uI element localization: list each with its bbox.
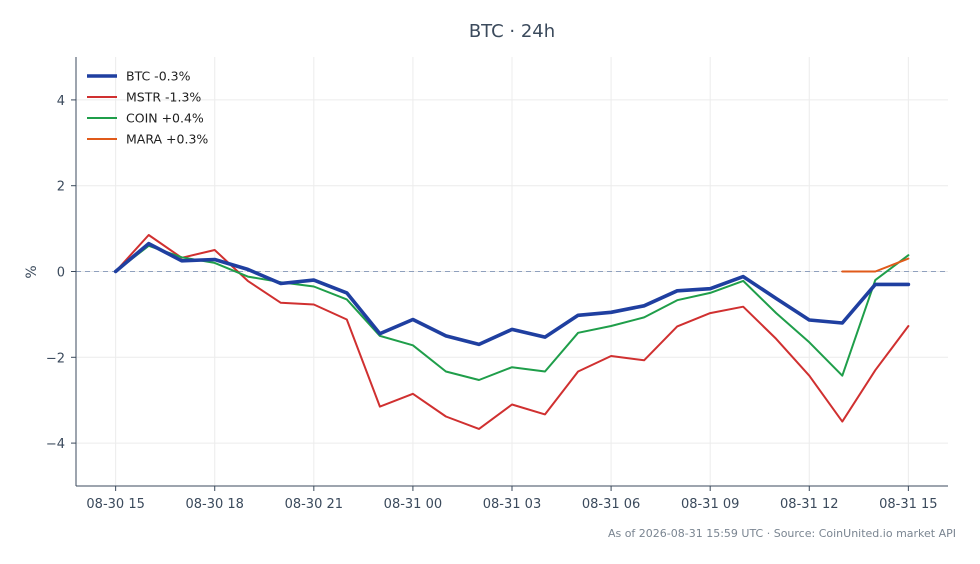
x-tick-label: 08-31 06	[582, 497, 640, 512]
y-tick-label: −4	[46, 437, 65, 452]
series-line-mara	[841, 257, 910, 273]
y-tick-label: 4	[57, 94, 65, 109]
x-tick-label: 08-31 00	[384, 497, 442, 512]
legend-label-mara: MARA +0.3%	[126, 132, 208, 147]
y-tick-label: −2	[46, 351, 65, 366]
x-tick-label: 08-30 15	[86, 497, 144, 512]
legend-label-coin: COIN +0.4%	[126, 111, 204, 126]
legend: BTC -0.3% MSTR -1.3% COIN +0.4% MARA +0.3%	[87, 69, 208, 147]
legend-label-btc: BTC -0.3%	[126, 69, 191, 84]
footer-note: As of 2026-08-31 15:59 UTC · Source: Coi…	[608, 527, 956, 540]
x-tick-label: 08-31 03	[483, 497, 541, 512]
y-axis-ticks: −4 −2 0 2 4	[46, 94, 76, 452]
chart-title: BTC · 24h	[469, 21, 555, 42]
legend-label-mstr: MSTR -1.3%	[126, 90, 201, 105]
series-line-mstr	[114, 234, 910, 430]
y-tick-label: 2	[57, 180, 65, 195]
x-axis-ticks: 08-30 15 08-30 18 08-30 21 08-31 00 08-31 03…	[86, 486, 938, 512]
y-axis-label: %	[24, 265, 40, 278]
y-tick-label: 0	[57, 266, 65, 281]
series-line-coin	[114, 244, 910, 381]
x-tick-label: 08-30 18	[186, 497, 244, 512]
series-layer	[113, 234, 911, 430]
x-tick-label: 08-31 09	[681, 497, 739, 512]
series-line-btc	[113, 241, 911, 347]
x-tick-label: 08-31 12	[780, 497, 838, 512]
x-tick-label: 08-31 15	[879, 497, 937, 512]
x-tick-label: 08-30 21	[285, 497, 343, 512]
